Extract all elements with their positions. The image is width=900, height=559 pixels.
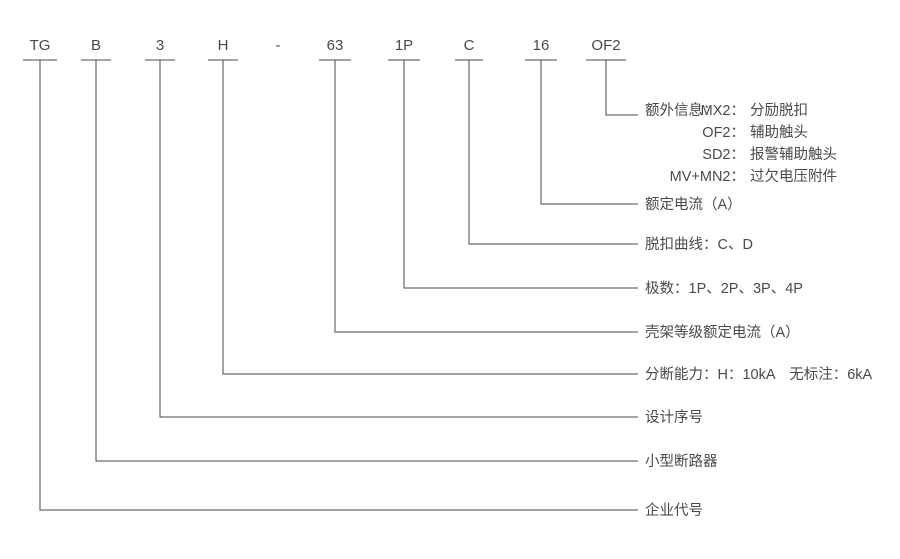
leader-line-c — [468, 60, 638, 245]
leader-line-3 — [159, 60, 638, 418]
extra-info-desc-1: 辅助触头 — [750, 124, 808, 141]
code-segment--: - — [276, 37, 281, 54]
annotation-label-7: 企业代号 — [645, 501, 703, 519]
annotation-label-1: 脱扣曲线：C、D — [645, 236, 753, 253]
annotation-label-4: 分断能力：H：10kA 无标注：6kA — [645, 366, 873, 383]
code-segment-text: - — [276, 37, 281, 54]
code-segment-text: B — [91, 37, 101, 54]
leader-line-of2 — [605, 60, 638, 116]
extra-info-desc-2: 报警辅助触头 — [750, 146, 837, 163]
annotation-label-6: 小型断路器 — [645, 453, 718, 470]
leader-line-16 — [540, 60, 638, 205]
leader-line-1p — [403, 60, 638, 289]
code-segment-text: 16 — [533, 37, 550, 54]
annotation-label-5: 设计序号 — [645, 409, 703, 426]
leader-lines-layer — [39, 60, 638, 511]
extra-info-code-2: SD2： — [702, 147, 745, 163]
code-segment-text: 63 — [327, 37, 344, 54]
code-segment-text: TG — [30, 37, 51, 54]
leader-line-b — [95, 60, 638, 462]
extra-info-code-1: OF2： — [702, 125, 745, 141]
leader-line-h — [222, 60, 638, 375]
extra-info-block: 额外信息：MX2： 分励脱扣 OF2： 辅助触头 SD2： 报警辅助触头 MV+MN2： 过欠… — [645, 102, 837, 185]
extra-info-desc-0: 分励脱扣 — [750, 102, 808, 119]
annotation-labels-layer: 额定电流（A） 脱扣曲线：C、D 极数：1P、2P、3P、4P 壳架等级额定电流（A）… — [645, 196, 873, 519]
code-segment-text: C — [464, 37, 475, 54]
code-segment-text: 1P — [395, 37, 413, 54]
extra-info-code-0: MX2： — [701, 103, 745, 119]
leader-line-tg — [39, 60, 638, 511]
code-segment-text: OF2 — [591, 37, 620, 54]
code-segment-text: 3 — [156, 37, 164, 54]
extra-info-heading: 额外信息： — [645, 102, 718, 119]
annotation-label-2: 极数：1P、2P、3P、4P — [645, 280, 803, 297]
annotation-label-0: 额定电流（A） — [645, 196, 742, 213]
code-segment-text: H — [218, 37, 229, 54]
annotation-label-3: 壳架等级额定电流（A） — [645, 323, 800, 341]
code-segments-layer: TG B 3 H - 63 1P C 16 OF2 — [23, 37, 626, 61]
extra-info-code-3: MV+MN2： — [670, 169, 745, 185]
extra-info-desc-3: 过欠电压附件 — [750, 168, 837, 185]
leader-line-63 — [334, 60, 638, 333]
